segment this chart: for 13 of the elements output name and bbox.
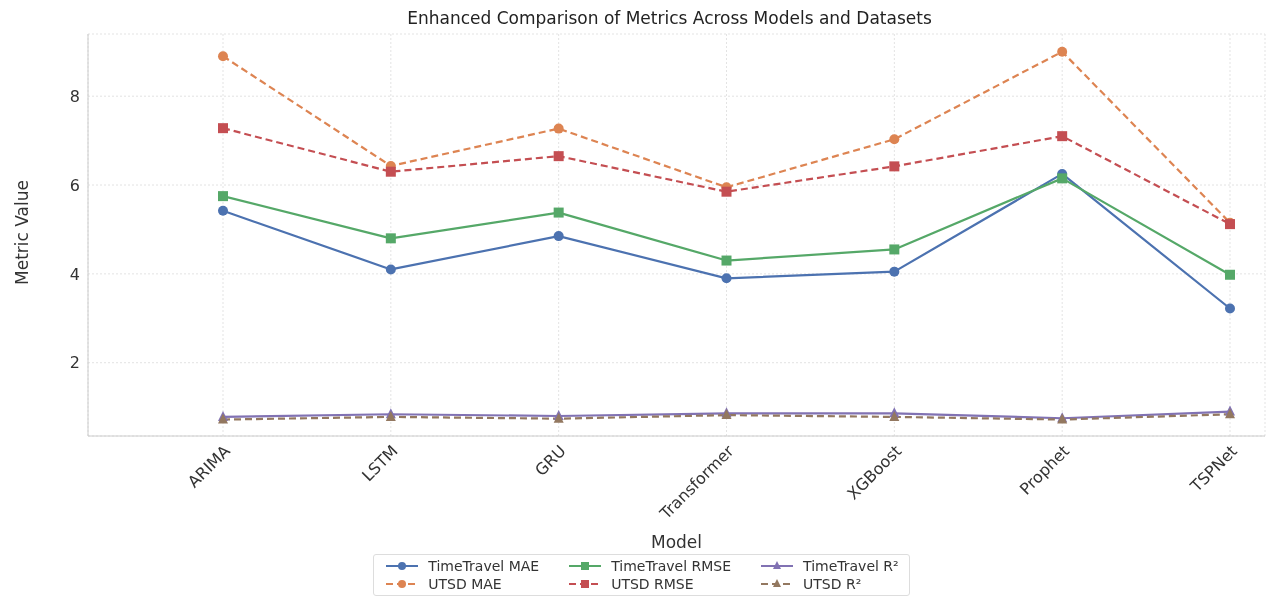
legend-label: TimeTravel RMSE	[611, 558, 732, 574]
legend-label: UTSD RMSE	[611, 576, 694, 592]
legend-label: TimeTravel R²	[803, 558, 899, 574]
legend-label: TimeTravel MAE	[428, 558, 540, 574]
legend-label: UTSD R²	[803, 576, 862, 592]
y-tick-label: 6	[69, 175, 80, 195]
legend-label: UTSD MAE	[428, 576, 502, 592]
x-axis-title: Model	[650, 532, 703, 552]
chart-title: Enhanced Comparison of Metrics Across Models and Datasets	[406, 8, 933, 30]
y-tick-label: 4	[69, 264, 80, 284]
y-tick-label: 8	[69, 86, 80, 106]
y-axis-title: Metric Value	[12, 180, 33, 285]
y-tick-label: 2	[69, 353, 80, 373]
